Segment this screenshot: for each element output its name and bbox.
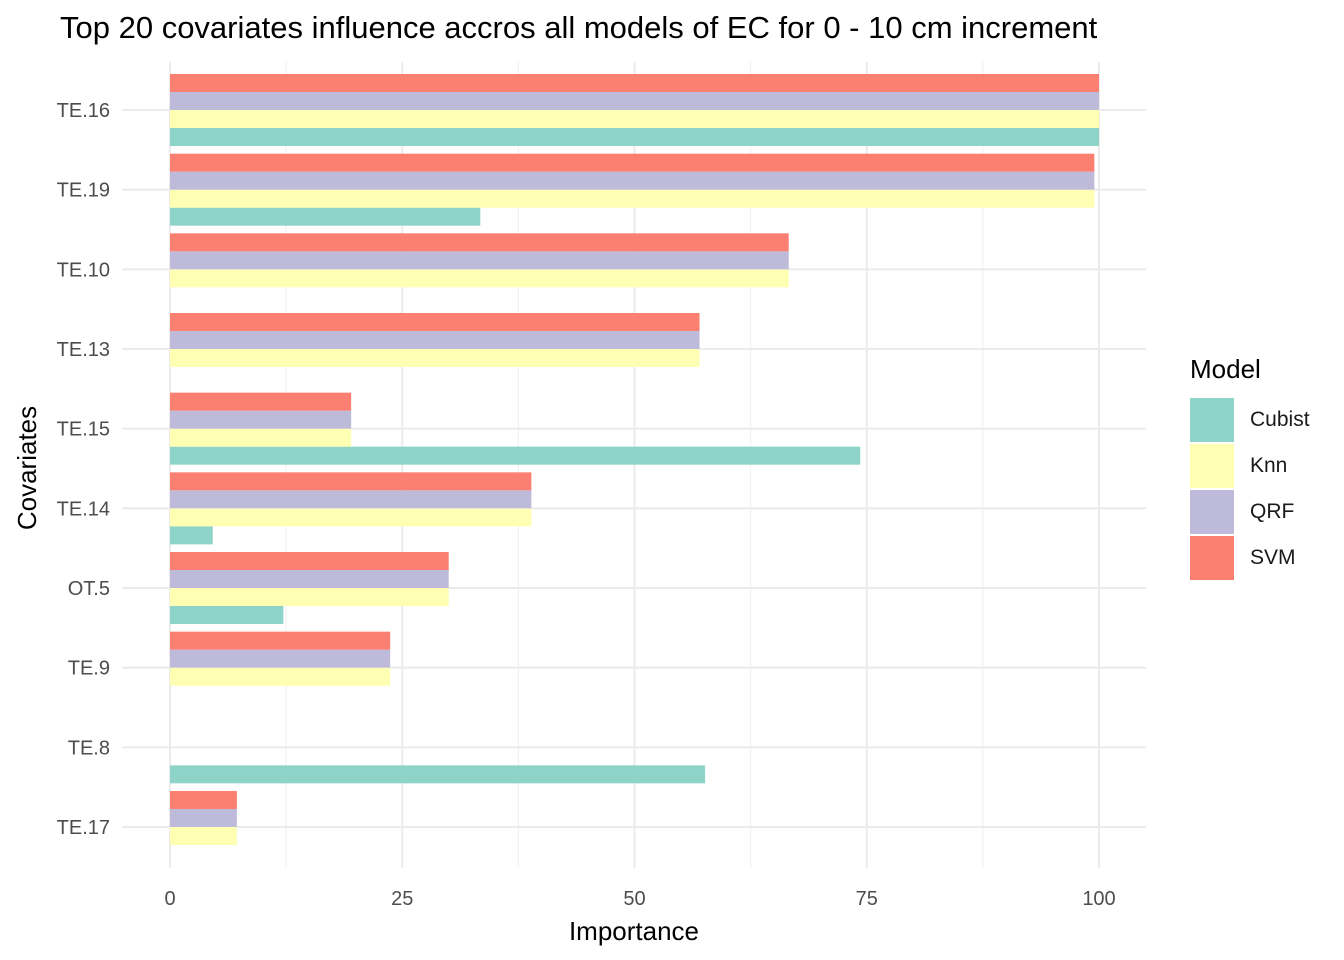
y-tick-label: TE.14: [57, 498, 110, 520]
chart-title: Top 20 covariates influence accros all m…: [60, 10, 1098, 45]
bar-cubist-te-15: [170, 446, 861, 465]
x-tick-label: 0: [164, 888, 175, 910]
bar-qrf-te-17: [170, 809, 237, 827]
x-axis-title: Importance: [569, 916, 699, 946]
bar-knn-te-17: [170, 827, 237, 845]
bar-cubist-te-14: [170, 526, 213, 545]
legend-swatch: [1190, 490, 1234, 534]
bar-svm-te-13: [170, 313, 700, 331]
bar-knn-ot-5: [170, 588, 449, 606]
legend-label: QRF: [1250, 500, 1295, 523]
y-tick-label: TE.13: [57, 339, 110, 361]
bar-cubist-te-19: [170, 207, 481, 226]
bar-svm-te-10: [170, 233, 789, 252]
y-tick-label: TE.8: [68, 737, 110, 759]
bar-knn-te-19: [170, 189, 1095, 208]
bar-cubist-te-16: [170, 128, 1099, 146]
bar-qrf-te-15: [170, 410, 352, 429]
legend-item-svm: SVM: [1190, 535, 1310, 581]
legend-items: Cubist Knn QRF SVM: [1190, 397, 1310, 581]
bar-knn-te-10: [170, 269, 789, 288]
x-tick-label: 25: [391, 888, 413, 910]
bar-svm-te-9: [170, 631, 391, 650]
bar-svm-te-16: [170, 74, 1099, 92]
y-axis-title: Covariates: [12, 406, 42, 530]
bar-qrf-te-9: [170, 649, 391, 668]
bar-qrf-te-13: [170, 331, 700, 349]
bar-qrf-te-14: [170, 490, 532, 509]
bar-svm-te-17: [170, 791, 237, 809]
x-tick-label: 100: [1082, 888, 1115, 910]
bar-svm-ot-5: [170, 552, 449, 570]
y-tick-label: TE.9: [68, 658, 110, 680]
bar-qrf-te-10: [170, 251, 789, 270]
legend-item-qrf: QRF: [1190, 489, 1310, 535]
bar-qrf-te-19: [170, 171, 1095, 190]
bar-knn-te-9: [170, 667, 391, 686]
legend-swatch: [1190, 536, 1234, 580]
bar-svm-te-15: [170, 392, 352, 411]
bar-svm-te-14: [170, 472, 532, 491]
legend-swatch: [1190, 444, 1234, 488]
x-tick-label: 75: [856, 888, 878, 910]
legend-swatch: [1190, 398, 1234, 442]
legend-title: Model: [1190, 354, 1261, 384]
bar-knn-te-13: [170, 349, 700, 367]
legend-item-knn: Knn: [1190, 443, 1310, 489]
y-tick-label: TE.15: [57, 419, 110, 441]
legend-label: Knn: [1250, 454, 1288, 477]
y-tick-label: TE.16: [57, 100, 110, 122]
legend-item-cubist: Cubist: [1190, 397, 1310, 443]
y-tick-label: TE.17: [57, 817, 110, 839]
y-axis-tick-labels: TE.16 TE.19 TE.10 TE.13 TE.15 TE.14 OT.5 TE.9 TE…: [57, 100, 110, 839]
bar-qrf-ot-5: [170, 570, 449, 588]
y-tick-label: TE.19: [57, 180, 110, 202]
bar-svm-te-19: [170, 153, 1095, 172]
bar-knn-te-15: [170, 428, 352, 447]
bar-qrf-te-16: [170, 92, 1099, 110]
bar-cubist-ot-5: [170, 606, 284, 624]
bar-cubist-te-8: [170, 765, 706, 784]
legend-label: SVM: [1250, 546, 1296, 569]
legend-label: Cubist: [1250, 408, 1310, 431]
x-tick-label: 50: [623, 888, 645, 910]
legend: Model Cubist Knn QRF SVM: [1190, 354, 1310, 581]
bar-knn-te-14: [170, 508, 532, 527]
y-tick-label: OT.5: [68, 578, 110, 600]
x-axis-tick-labels: 0 25 50 75 100: [164, 888, 1115, 910]
bar-knn-te-16: [170, 110, 1099, 128]
bars: [170, 74, 1099, 845]
y-tick-label: TE.10: [57, 259, 110, 281]
